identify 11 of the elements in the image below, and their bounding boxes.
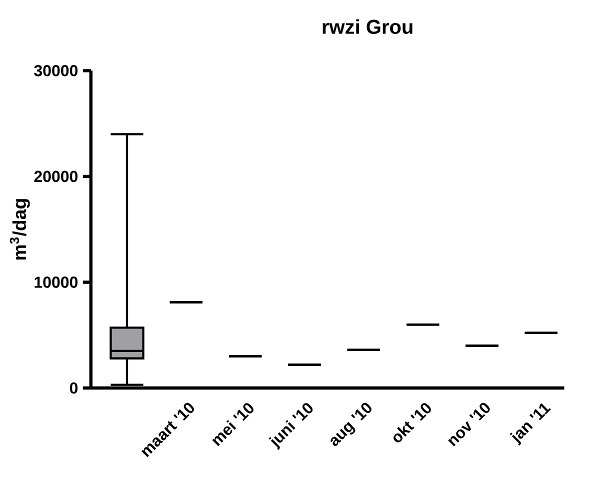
y-tick-label: 30000 (34, 64, 78, 76)
y-tick-label: 20000 (34, 170, 78, 182)
y-tick-label: 0 (70, 382, 78, 394)
x-tick-label: mei '10 (212, 403, 254, 446)
chart-title: rwzi Grou (322, 19, 412, 34)
x-tick-label: okt '10 (394, 403, 431, 442)
y-axis-title: m$^{3}$/dag (10, 199, 30, 260)
y-tick-label: 10000 (34, 276, 78, 288)
x-tick-label: jan '11 (510, 403, 551, 446)
x-tick-label: nov '10 (448, 402, 490, 446)
x-tick-label: aug '10 (330, 402, 372, 446)
